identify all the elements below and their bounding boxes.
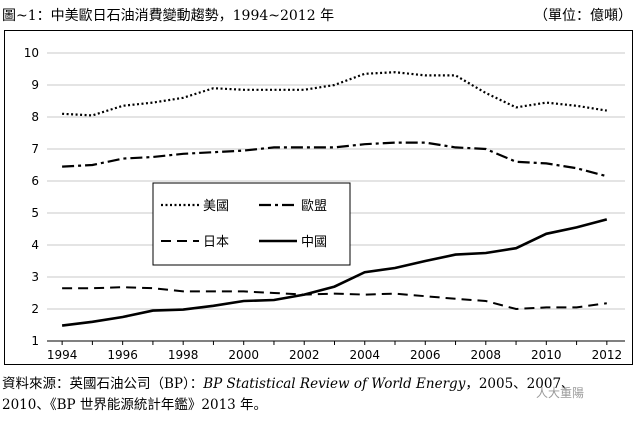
series-line-3	[61, 218, 608, 327]
x-tick-label-2008: 2008	[471, 348, 502, 362]
legend-label-0: 美國	[203, 199, 229, 214]
y-tick-label-10: 10	[24, 46, 39, 60]
legend-label-2: 日本	[203, 235, 229, 250]
legend-box	[152, 182, 351, 266]
title-row: 圖~1：中美歐日石油消費變動趨勢，1994~2012 年 （單位：億噸）	[0, 0, 640, 28]
y-tick-label-1: 1	[31, 334, 39, 348]
y-tick-label-3: 3	[31, 270, 39, 284]
x-tick-label-2000: 2000	[228, 348, 259, 362]
x-tick-label-2010: 2010	[531, 348, 562, 362]
watermark: 人大重陽	[536, 386, 585, 400]
source-note: 資料來源：英國石油公司（BP）：BP Statistical Review of…	[2, 374, 638, 416]
y-tick-label-8: 8	[31, 110, 39, 124]
y-tick-label-9: 9	[31, 78, 39, 92]
source-prefix: 資料來源：英國石油公司（BP）：	[2, 376, 204, 392]
source-years: ，2005、2007、	[465, 376, 575, 392]
unit-label: （單位：億噸）	[534, 8, 632, 24]
series-line-0	[62, 71, 607, 117]
chart-title: 圖~1：中美歐日石油消費變動趨勢，1994~2012 年	[2, 8, 335, 24]
series-line-2	[62, 286, 607, 311]
y-tick-label-6: 6	[31, 174, 39, 188]
x-tick-label-2002: 2002	[289, 348, 320, 362]
x-tick-label-1998: 1998	[168, 348, 199, 362]
x-tick-label-2006: 2006	[410, 348, 441, 362]
chart-frame: 1 2 3 4 5 6 7 8 9 10 1994 1996 1998 2000 2002 2004 2006 2…	[4, 30, 633, 365]
legend-label-3: 中國	[301, 235, 327, 250]
source-publication: BP Statistical Review of World Energy	[203, 376, 466, 392]
x-tick-label-2004: 2004	[349, 348, 380, 362]
series-line-1	[62, 141, 608, 178]
y-tick-label-5: 5	[31, 206, 39, 220]
line-chart: 1 2 3 4 5 6 7 8 9 10 1994 1996 1998 2000 2002 2004 2006 2…	[24, 46, 625, 362]
legend-label-1: 歐盟	[301, 199, 327, 214]
x-tick-label-1994: 1994	[47, 348, 78, 362]
x-tick-label-2012: 2012	[592, 348, 623, 362]
source-line-2: 2010、《BP 世界能源統計年鑑》2013 年。	[2, 397, 268, 413]
x-tick-label-1996: 1996	[107, 348, 138, 362]
y-tick-label-7: 7	[31, 142, 39, 156]
y-tick-label-2: 2	[31, 302, 39, 316]
y-tick-label-4: 4	[31, 238, 39, 252]
